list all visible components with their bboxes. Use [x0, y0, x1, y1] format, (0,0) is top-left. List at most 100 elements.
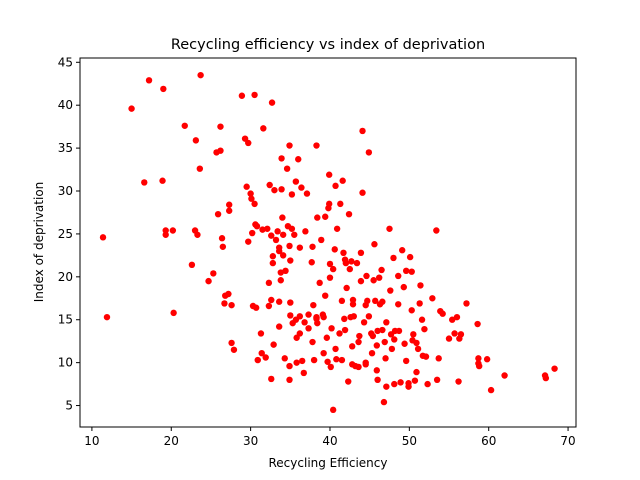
data-point	[141, 179, 148, 186]
data-point	[342, 259, 350, 267]
data-point	[320, 313, 327, 321]
data-point	[400, 283, 407, 291]
data-point	[253, 223, 261, 230]
y-tick-label: 25	[58, 227, 73, 241]
data-point	[309, 338, 316, 346]
data-point	[378, 266, 385, 274]
data-point	[245, 139, 252, 147]
data-point	[194, 231, 201, 238]
data-point	[262, 354, 269, 361]
data-point	[226, 201, 233, 208]
data-point	[365, 149, 373, 156]
data-point	[264, 225, 271, 232]
data-point	[268, 232, 275, 239]
data-point	[279, 231, 287, 238]
data-point	[406, 253, 414, 261]
chart-title: Recycling efficiency vs index of depriva…	[171, 37, 485, 53]
data-point	[357, 277, 365, 285]
data-point	[281, 355, 288, 362]
data-point	[350, 313, 357, 320]
data-point	[313, 142, 320, 149]
data-point	[336, 330, 343, 337]
data-point	[371, 241, 378, 248]
data-point	[408, 268, 415, 275]
data-point	[327, 363, 334, 371]
data-point	[260, 125, 267, 132]
data-point	[145, 77, 153, 84]
y-axis-label: Index of deprivation	[32, 182, 46, 303]
data-point	[359, 127, 366, 135]
data-point	[103, 313, 111, 321]
data-point	[286, 242, 293, 250]
data-point	[245, 238, 252, 245]
data-point	[343, 284, 350, 292]
data-point	[249, 229, 256, 237]
data-point	[197, 71, 204, 79]
data-point	[268, 375, 275, 383]
data-point	[380, 398, 388, 406]
data-point	[288, 225, 296, 232]
y-tick-label: 35	[58, 141, 73, 155]
data-point	[483, 356, 491, 363]
data-point	[410, 331, 417, 338]
data-point	[228, 339, 235, 347]
x-tick-label: 10	[84, 434, 99, 448]
data-point	[475, 355, 482, 362]
data-point	[359, 189, 366, 196]
data-point	[305, 325, 312, 332]
data-point	[368, 350, 376, 357]
data-point	[287, 312, 294, 319]
data-point	[453, 313, 461, 321]
data-point	[395, 301, 402, 308]
data-point	[383, 383, 390, 390]
data-point	[318, 236, 325, 244]
data-point	[219, 243, 227, 250]
data-point	[266, 181, 273, 189]
data-point	[463, 300, 470, 307]
data-point	[381, 338, 388, 346]
data-point	[338, 297, 346, 305]
data-point	[416, 300, 423, 307]
data-point	[254, 356, 261, 364]
data-point	[316, 279, 323, 287]
data-point	[373, 367, 381, 374]
y-tick-label: 30	[58, 184, 73, 198]
data-point	[417, 282, 424, 289]
data-point	[247, 190, 254, 197]
data-point	[337, 200, 344, 208]
data-point	[369, 332, 377, 340]
data-point	[386, 225, 393, 232]
data-point	[551, 365, 558, 372]
data-point	[379, 326, 386, 334]
data-point	[293, 359, 300, 366]
data-point	[296, 244, 304, 251]
data-point	[258, 350, 265, 357]
data-point	[269, 253, 277, 260]
data-point	[205, 277, 212, 285]
data-point	[408, 307, 415, 314]
data-point	[296, 313, 304, 320]
data-point	[445, 335, 453, 342]
data-point	[325, 200, 333, 208]
data-point	[283, 165, 291, 172]
data-point	[413, 368, 420, 376]
data-point	[170, 309, 177, 317]
data-point	[326, 260, 334, 268]
data-point	[421, 325, 428, 333]
data-point	[439, 310, 446, 317]
y-tick-label: 20	[58, 270, 73, 284]
data-point	[339, 177, 346, 184]
data-point	[338, 356, 346, 364]
data-point	[364, 297, 371, 305]
data-point	[295, 156, 302, 163]
data-point	[345, 378, 352, 385]
data-point	[308, 259, 315, 266]
data-point	[251, 91, 258, 99]
data-point	[302, 228, 309, 235]
data-point	[391, 380, 398, 388]
data-point	[221, 300, 228, 307]
data-point	[181, 122, 188, 129]
data-point	[370, 277, 377, 284]
data-point	[455, 378, 462, 385]
data-point	[433, 227, 440, 234]
